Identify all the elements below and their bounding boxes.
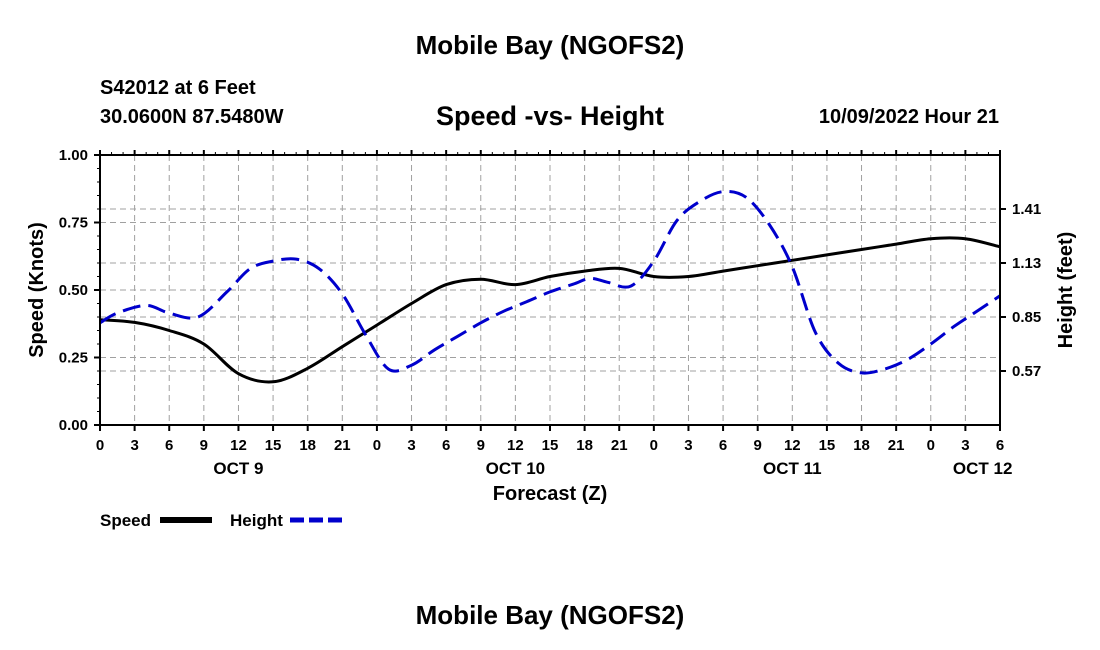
x-tick-label: 15	[819, 437, 836, 454]
x-axis-title: Forecast (Z)	[493, 483, 607, 505]
legend: Speed Height	[100, 511, 342, 530]
coordinates-label: 30.0600N 87.5480W	[100, 106, 284, 128]
speed-series-line	[99, 236, 1001, 384]
y2-tick-label: 1.41	[1012, 201, 1041, 218]
x-tick-label: 21	[888, 437, 905, 454]
x-tick-label: 0	[373, 437, 381, 454]
x-tick-label: 3	[684, 437, 692, 454]
x-tick-label: 0	[96, 437, 104, 454]
y2-tick-label: 0.57	[1012, 363, 1041, 380]
y-tick-label: 0.00	[59, 417, 88, 434]
x-tick-label: 6	[165, 437, 173, 454]
x-tick-label: 3	[407, 437, 415, 454]
y2-tick-label: 1.13	[1012, 255, 1041, 272]
x-tick-label: 0	[650, 437, 658, 454]
series-layer	[99, 189, 1001, 384]
ticks	[94, 150, 1006, 431]
y-axis-title: Speed (Knots)	[26, 222, 48, 358]
footer-title: Mobile Bay (NGOFS2)	[415, 600, 685, 630]
x-tick-label: 21	[334, 437, 351, 454]
legend-speed-label: Speed	[100, 511, 151, 530]
x-tick-label: 12	[230, 437, 247, 454]
axis-labels: 0 3 6 9 12 15 18 21 0 3 6 9 12 15 18 21 0 3 6 9 12 15 18 21 0 3 6 O…	[59, 147, 1041, 478]
x-day-label: OCT 10	[486, 459, 546, 478]
x-tick-label: 12	[507, 437, 524, 454]
x-tick-label: 6	[719, 437, 727, 454]
x-tick-label: 18	[853, 437, 870, 454]
x-tick-label: 15	[265, 437, 282, 454]
x-tick-label: 6	[442, 437, 450, 454]
grid	[100, 155, 1000, 425]
x-tick-label: 3	[130, 437, 138, 454]
x-tick-label: 3	[961, 437, 969, 454]
chart-title: Speed -vs- Height	[435, 101, 665, 131]
x-tick-label: 9	[754, 437, 762, 454]
legend-height-label: Height	[230, 511, 283, 530]
station-label: S42012 at 6 Feet	[100, 77, 256, 99]
x-tick-label: 18	[576, 437, 593, 454]
x-tick-label: 12	[784, 437, 801, 454]
y-tick-label: 0.75	[59, 215, 88, 232]
y-tick-label: 0.25	[59, 350, 88, 367]
x-tick-label: 15	[542, 437, 559, 454]
x-day-label: OCT 9	[213, 459, 263, 478]
height-series-line	[99, 189, 1001, 375]
x-day-label: OCT 11	[763, 459, 822, 478]
y-tick-label: 1.00	[59, 147, 88, 164]
x-tick-label: 21	[611, 437, 628, 454]
x-day-label: OCT 12	[953, 459, 1013, 478]
y2-tick-label: 0.85	[1012, 309, 1041, 326]
y2-axis-title: Height (feet)	[1055, 232, 1077, 349]
x-tick-label: 6	[996, 437, 1004, 454]
x-tick-label: 9	[200, 437, 208, 454]
page-title: Mobile Bay (NGOFS2)	[415, 30, 685, 60]
y-tick-label: 0.50	[59, 282, 88, 299]
x-tick-label: 9	[477, 437, 485, 454]
x-tick-label: 0	[927, 437, 935, 454]
x-tick-label: 18	[299, 437, 316, 454]
forecast-datetime: 10/09/2022 Hour 21	[818, 106, 999, 128]
